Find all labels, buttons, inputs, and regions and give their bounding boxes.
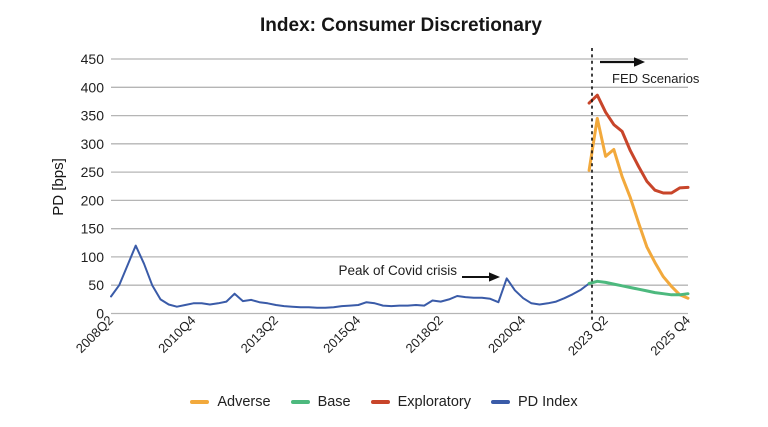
covid-annotation-text: Peak of Covid crisis — [338, 263, 457, 278]
x-tick-label: 2018Q2 — [403, 313, 446, 356]
fed-arrow-icon — [600, 57, 645, 67]
legend-dash-icon — [490, 400, 510, 404]
chart-legend: Adverse Base Exploratory PD Index — [0, 387, 768, 417]
y-tick-label: 400 — [81, 79, 105, 95]
legend-item-adverse: Adverse — [190, 394, 271, 410]
x-tick-label: 2013Q2 — [238, 313, 281, 356]
x-tick-label: 2010Q4 — [155, 313, 198, 356]
x-tick-label: 2020Q4 — [485, 313, 528, 356]
legend-item-base: Base — [290, 394, 351, 410]
legend-label: Exploratory — [397, 394, 471, 410]
legend-dash-icon — [370, 400, 390, 404]
y-tick-label: 100 — [81, 249, 105, 265]
y-tick-label: 350 — [81, 108, 105, 124]
legend-item-exploratory: Exploratory — [370, 394, 471, 410]
legend-label: Adverse — [217, 394, 271, 410]
series-line-base — [587, 279, 690, 297]
series-line-adverse — [587, 116, 690, 300]
y-tick-label: 200 — [81, 192, 105, 208]
y-tick-label: 0 — [96, 306, 104, 322]
chart-generated-layer: 0 50 100 150 200 250 300 350 400 450 2008Q2 2010Q4 2… — [73, 48, 693, 358]
x-tick-label: 2008Q2 — [73, 313, 116, 356]
legend-dash-icon — [190, 400, 210, 404]
x-tick-label: 2015Q4 — [320, 313, 363, 356]
y-tick-label: 50 — [88, 277, 104, 293]
legend-label: PD Index — [517, 394, 578, 410]
legend-item-pd-index: PD Index — [490, 394, 578, 410]
y-axis-label: PD [bps] — [50, 158, 67, 216]
x-tick-label: 2025 Q4 — [647, 313, 693, 359]
y-tick-label: 250 — [81, 164, 105, 180]
legend-label: Base — [317, 394, 351, 410]
chart-title: Index: Consumer Discretionary — [260, 15, 542, 36]
legend-dash-icon — [290, 400, 310, 404]
covid-arrow-icon — [462, 272, 500, 282]
y-tick-label: 150 — [81, 221, 105, 237]
series-line-exploratory — [587, 93, 690, 195]
y-tick-label: 450 — [81, 51, 105, 67]
series-line-pd-index — [110, 244, 591, 309]
fed-annotation-text: FED Scenarios — [612, 71, 700, 86]
x-tick-label: 2023 Q2 — [565, 313, 611, 359]
y-tick-label: 300 — [81, 136, 105, 152]
